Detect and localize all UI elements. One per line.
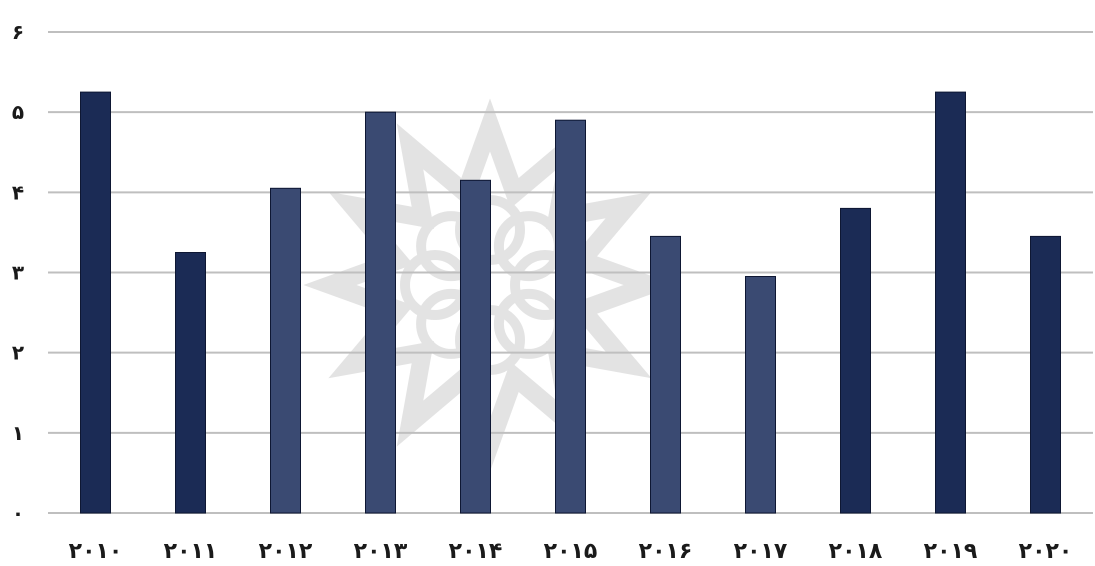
bar — [460, 179, 491, 514]
watermark-petal — [493, 211, 564, 282]
x-tick-label: ۲۰۱۸ — [829, 539, 883, 564]
bar — [745, 276, 776, 514]
y-axis-ticks: ۰ ۱ ۲ ۳ ۴ ۵ ۶ — [12, 20, 24, 525]
x-axis-ticks: ۲۰۱۰ ۲۰۱۱ ۲۰۱۲ ۲۰۱۳ ۲۰۱۴ ۲۰۱۵ ۲۰۱۶ ۲۰۱۷ ۲۰۱۸ ۲۰۱۹… — [69, 539, 1073, 564]
bar — [840, 207, 871, 514]
bar — [935, 91, 966, 514]
x-tick-label: ۲۰۱۱ — [164, 539, 218, 564]
y-tick-label: ۲ — [12, 341, 24, 365]
bar — [80, 91, 111, 514]
x-tick-label: ۲۰۱۲ — [259, 539, 313, 564]
bar — [1030, 235, 1061, 514]
x-tick-label: ۲۰۱۰ — [69, 539, 123, 564]
y-tick-label: ۶ — [12, 20, 24, 44]
x-tick-label: ۲۰۱۵ — [544, 539, 598, 564]
bar — [555, 119, 586, 514]
x-tick-label: ۲۰۲۰ — [1019, 539, 1073, 564]
bar — [175, 252, 206, 514]
x-tick-label: ۲۰۱۹ — [924, 539, 978, 564]
x-tick-label: ۲۰۱۴ — [449, 539, 503, 564]
watermark-petal — [400, 250, 470, 320]
y-tick-label: ۵ — [12, 100, 24, 124]
bar — [650, 235, 681, 514]
x-tick-label: ۲۰۱۳ — [354, 539, 408, 564]
bar — [270, 187, 301, 514]
bars — [80, 91, 1061, 514]
y-tick-label: ۱ — [12, 421, 24, 445]
watermark-petal — [493, 288, 564, 359]
x-tick-label: ۲۰۱۷ — [734, 539, 788, 564]
y-tick-label: ۴ — [12, 180, 24, 204]
y-tick-label: ۳ — [12, 261, 24, 285]
x-tick-label: ۲۰۱۶ — [639, 539, 693, 564]
y-tick-label: ۰ — [12, 501, 24, 525]
bar — [365, 111, 396, 514]
